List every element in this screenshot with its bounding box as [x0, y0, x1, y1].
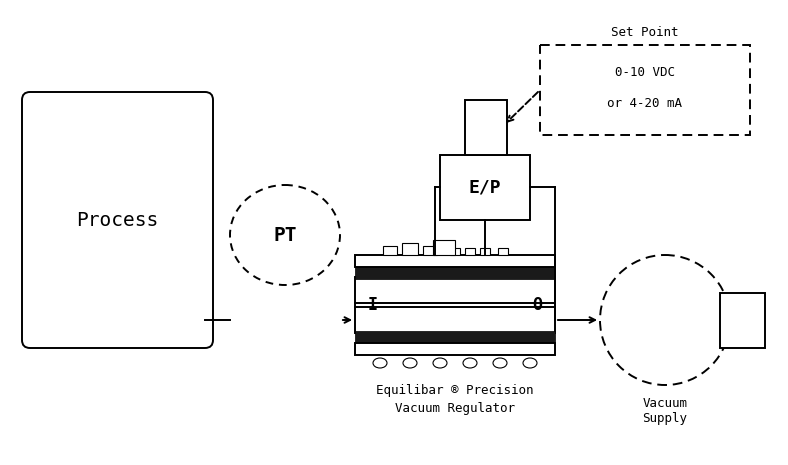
Text: PT: PT [273, 226, 297, 245]
Text: Vacuum Regulator: Vacuum Regulator [395, 401, 515, 414]
Text: Process: Process [76, 211, 158, 230]
FancyBboxPatch shape [22, 92, 213, 348]
Bar [720, 293, 765, 348]
Text: Supply: Supply [642, 412, 687, 425]
Text: or 4-20 mA: or 4-20 mA [608, 97, 682, 109]
Bar [440, 155, 530, 220]
Bar [355, 331, 555, 343]
Ellipse shape [523, 358, 537, 368]
Bar [465, 248, 475, 255]
Bar [480, 248, 490, 255]
Bar [383, 246, 397, 255]
Bar [540, 45, 750, 135]
Bar [450, 248, 460, 255]
Ellipse shape [600, 255, 730, 385]
Bar [355, 343, 555, 355]
Bar [355, 267, 555, 279]
Ellipse shape [463, 358, 477, 368]
Bar [355, 255, 555, 267]
Text: 0-10 VDC: 0-10 VDC [615, 66, 675, 80]
Ellipse shape [403, 358, 417, 368]
Bar [498, 248, 508, 255]
Text: Set Point: Set Point [611, 26, 678, 39]
Bar [402, 243, 418, 255]
Ellipse shape [493, 358, 507, 368]
Text: Equilibar ® Precision: Equilibar ® Precision [376, 384, 533, 397]
Bar [355, 277, 555, 333]
Ellipse shape [230, 185, 340, 285]
Ellipse shape [433, 358, 447, 368]
Ellipse shape [373, 358, 387, 368]
Text: Vacuum: Vacuum [642, 397, 687, 410]
Bar [465, 100, 507, 155]
Bar [433, 240, 455, 255]
Text: E/P: E/P [469, 179, 501, 197]
Text: I: I [368, 296, 378, 314]
Text: O: O [532, 296, 542, 314]
Bar [423, 246, 437, 255]
